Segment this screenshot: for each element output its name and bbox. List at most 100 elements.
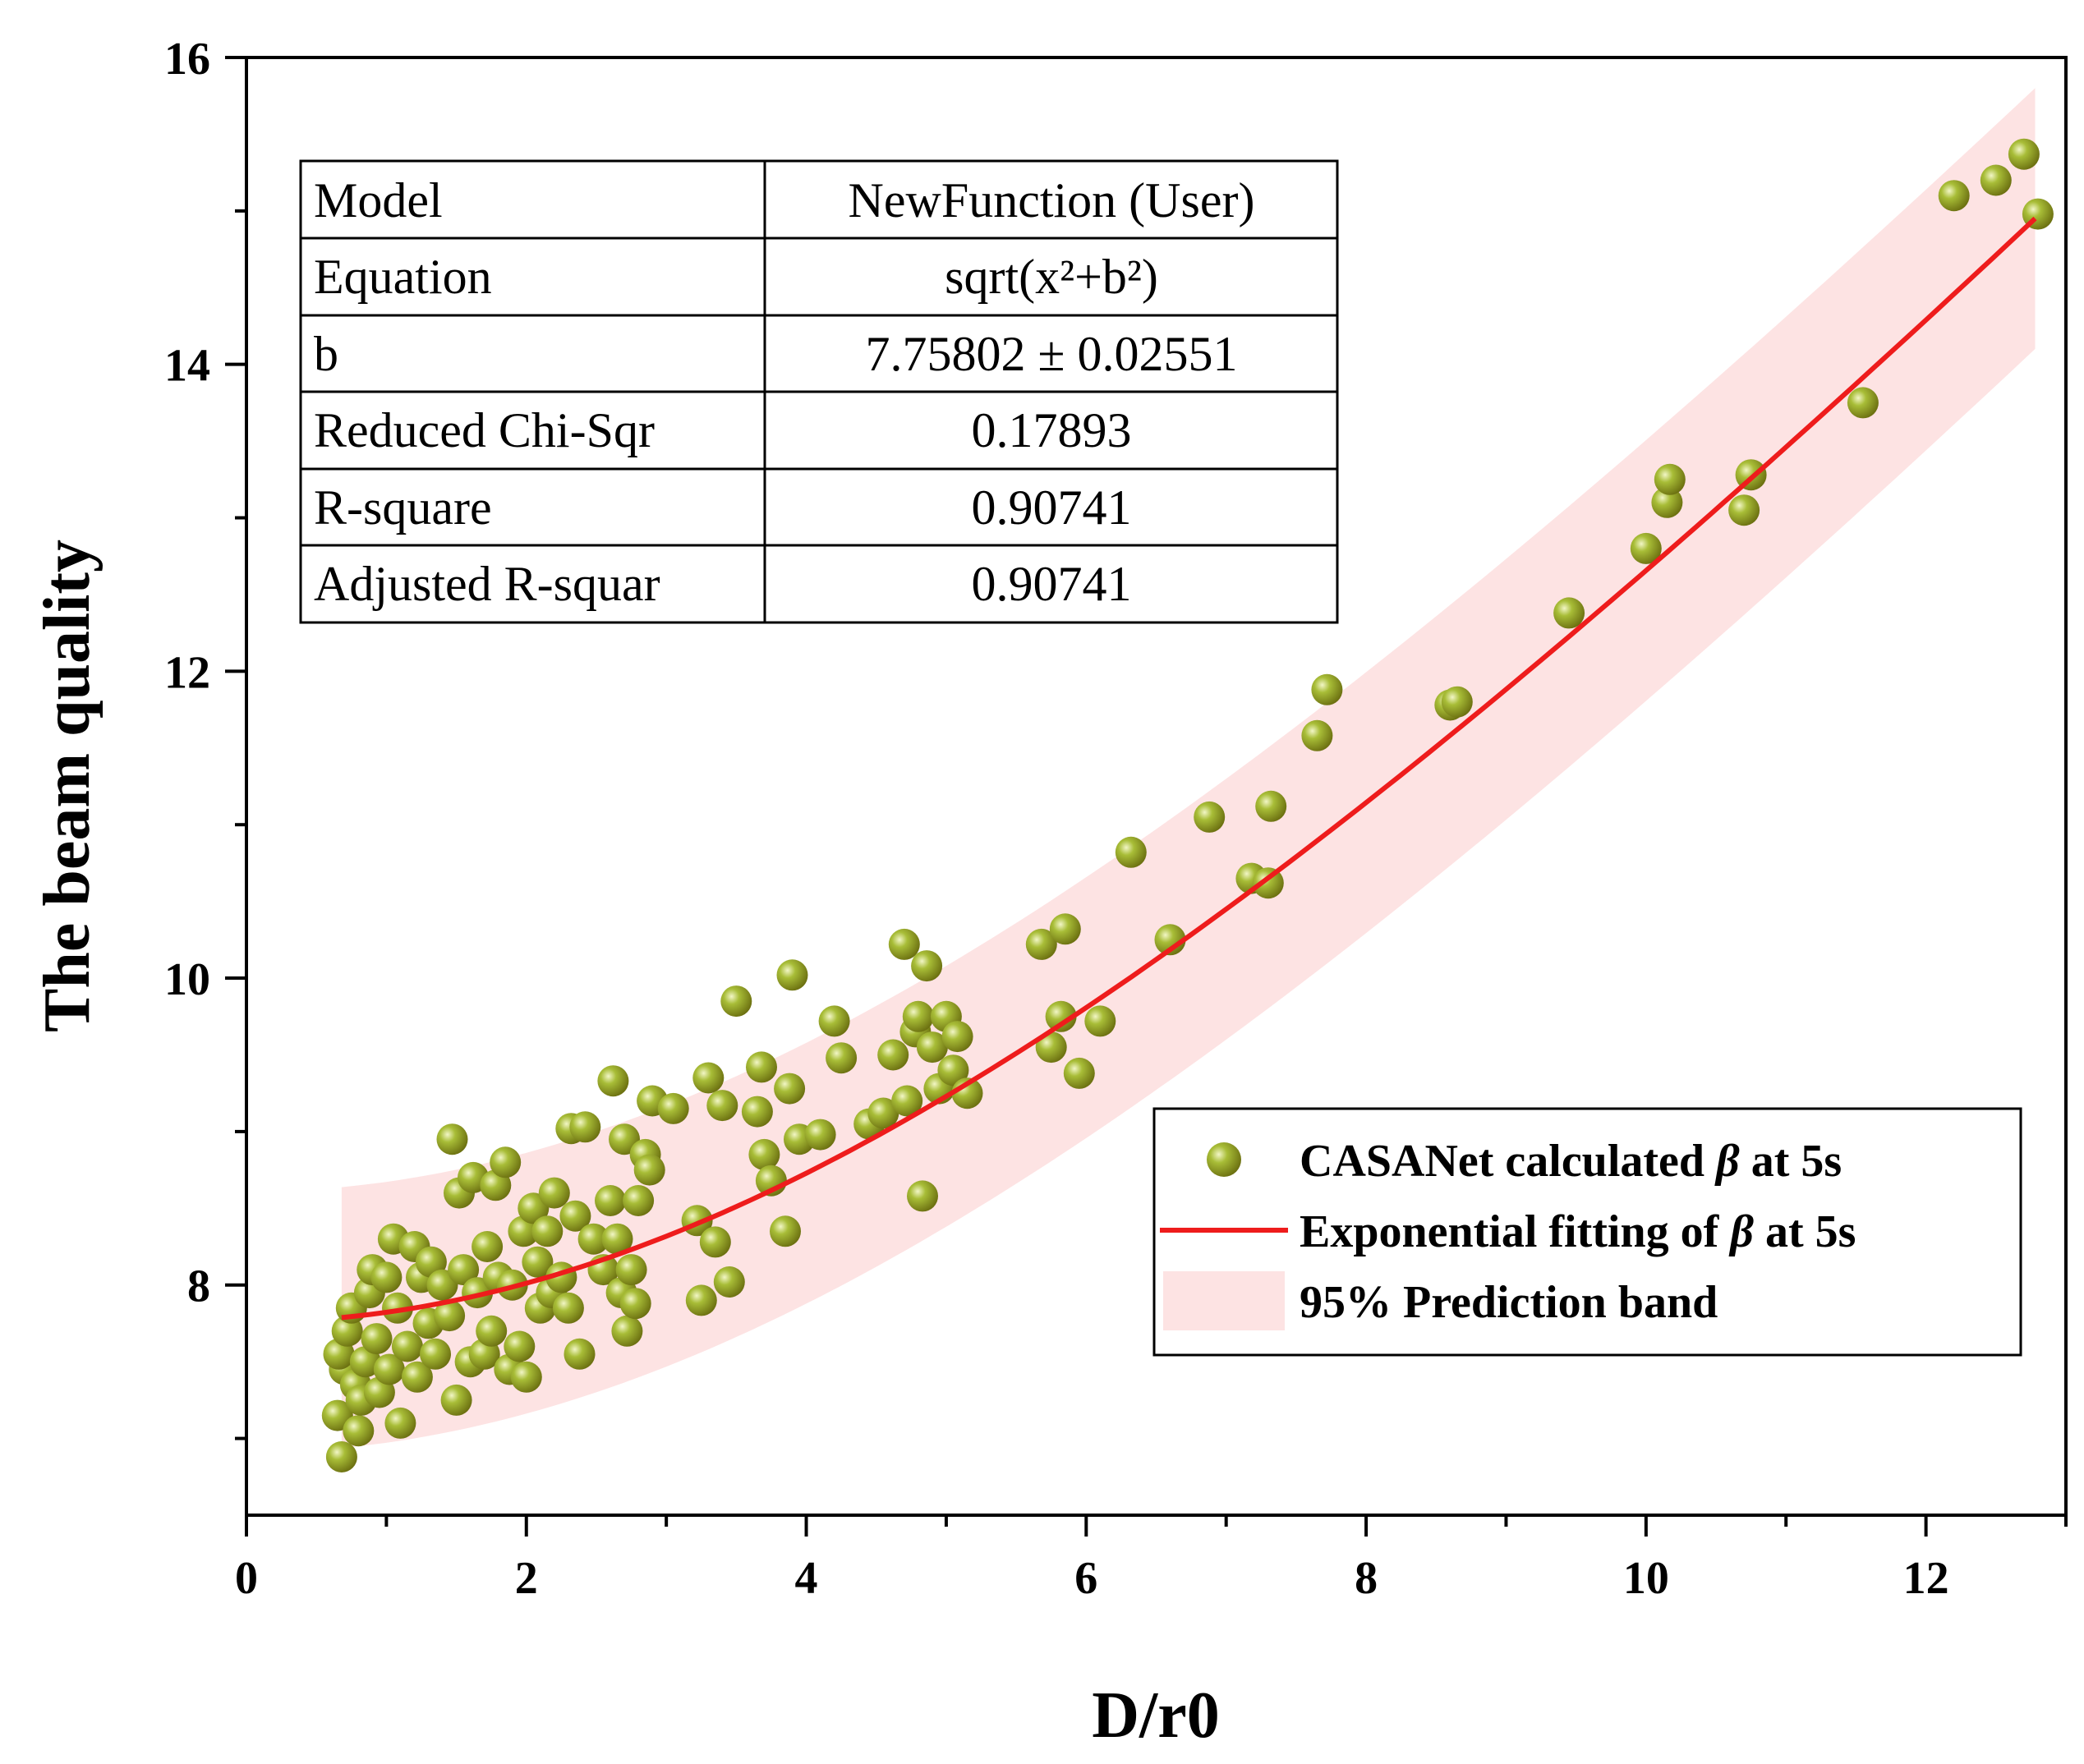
data-point [720,985,752,1018]
data-point [391,1330,423,1362]
data-point [559,1200,591,1232]
x-tick-label: 12 [1903,1553,1949,1604]
y-axis-title: The beam quality [31,540,104,1032]
table-row-label: Equation [314,250,492,304]
data-point [1035,1031,1067,1063]
data-point [907,1180,938,1212]
data-point [685,1284,717,1316]
data-point [1654,463,1686,495]
data-point [331,1315,363,1347]
data-point [891,1085,923,1117]
data-point [434,1300,466,1332]
data-point [623,1185,655,1216]
y-tick-label: 14 [164,341,210,392]
data-point [818,1005,850,1037]
legend-item-label: CASANet calculated β at 5s [1300,1136,1842,1187]
data-point [1651,486,1683,518]
table-row-label: b [314,327,338,381]
data-point [911,950,943,982]
table-row-value: 0.17893 [972,403,1132,457]
data-point [941,1021,973,1053]
data-point [349,1346,381,1378]
data-point [597,1065,629,1097]
data-point [916,1031,948,1063]
data-point [1194,801,1226,833]
table-row-value: NewFunction (User) [849,173,1255,227]
data-point [440,1384,472,1416]
table-row-label: Reduced Chi-Sqr [314,403,655,457]
data-point [420,1338,451,1370]
fit-results-table: Model NewFunction (User) Equation sqrt(x… [299,159,1339,624]
data-point [1049,913,1081,945]
data-point [746,1051,777,1083]
data-point [361,1323,393,1355]
data-point [476,1315,508,1347]
data-point [522,1246,554,1278]
data-point [1115,836,1147,868]
fit-line [341,216,2037,1321]
data-point [373,1353,405,1385]
x-tick-label: 0 [235,1553,258,1604]
data-point [774,1073,806,1105]
data-point [619,1288,651,1320]
data-point [1025,928,1057,960]
data-point [770,1215,801,1247]
data-point [1980,164,2012,196]
data-point [1063,1057,1095,1089]
legend-item-label: 95% Prediction band [1300,1277,1718,1328]
data-point [699,1226,731,1258]
data-point [1630,532,1662,564]
data-point [595,1185,626,1216]
data-point [713,1266,745,1298]
data-point [531,1215,564,1247]
data-point [538,1177,570,1209]
table-row-value: sqrt(x²+b²) [945,250,1158,304]
data-point [1938,180,1970,212]
table-row-value: 0.90741 [972,480,1132,535]
data-point [888,928,920,960]
data-point [343,1415,375,1447]
data-point [1084,1005,1116,1037]
data-point [325,1441,357,1472]
data-point [436,1123,468,1155]
data-point [1301,719,1333,751]
legend: CASANet calculated β at 5s Exponential f… [1152,1107,2022,1357]
data-point [370,1261,403,1293]
x-tick-label: 4 [795,1553,818,1604]
data-point [384,1407,416,1439]
data-point [564,1338,596,1370]
data-point [826,1042,858,1074]
data-point [902,1000,934,1032]
x-tick-label: 10 [1623,1553,1669,1604]
data-point [741,1096,773,1128]
data-point [1728,494,1760,526]
table-row-label: Model [314,173,443,227]
data-point [577,1223,610,1255]
plot-frame [245,56,2068,1517]
x-tick-label: 2 [515,1553,538,1604]
data-point [692,1062,725,1094]
data-point [611,1315,643,1347]
table-row-label: R-square [314,480,492,535]
x-tick-label: 6 [1074,1553,1097,1604]
data-point [776,959,808,991]
y-tick-label: 10 [164,954,210,1005]
data-point [867,1097,899,1129]
legend-marker-icon [1207,1142,1241,1177]
data-point [877,1039,909,1071]
data-point [1154,924,1186,956]
data-point [804,1119,836,1151]
data-point [569,1111,601,1143]
data-point [401,1361,433,1393]
data-point [552,1292,584,1324]
data-point [951,1077,983,1109]
data-point [1441,686,1473,718]
x-axis: 0 2 4 6 8 10 12 [235,1515,2068,1604]
x-axis-title: D/r0 [1092,1679,1220,1752]
data-point [1255,790,1287,822]
data-point [937,1054,969,1086]
data-point [510,1361,542,1393]
data-point [2008,138,2040,170]
y-tick-label: 8 [187,1261,210,1312]
